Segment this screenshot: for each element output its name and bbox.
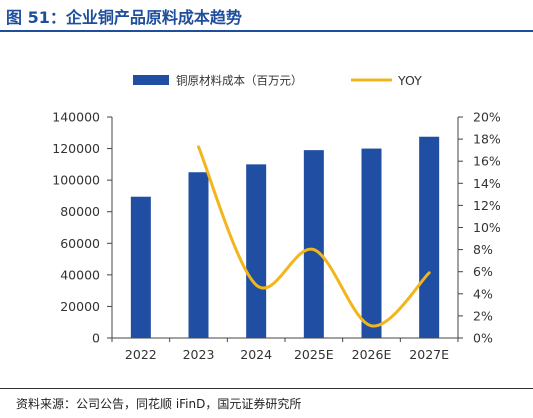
right-tick-label: 14% <box>473 176 501 191</box>
figure-title: 图 51：企业铜产品原料成本趋势 <box>6 8 242 27</box>
right-tick-label: 0% <box>473 331 493 346</box>
line-series <box>197 145 431 328</box>
right-tick-label: 12% <box>473 198 501 213</box>
bar <box>303 150 324 338</box>
bar <box>188 172 209 338</box>
x-tick-label: 2024 <box>240 347 272 362</box>
x-tick-label: 2027E <box>409 347 449 362</box>
x-tick-label: 2023 <box>183 347 215 362</box>
bar <box>361 148 382 338</box>
right-tick-label: 2% <box>473 308 493 323</box>
right-tick-label: 10% <box>473 220 501 235</box>
title-rule <box>0 30 533 32</box>
left-tick-label: 20000 <box>60 299 100 314</box>
left-tick-label: 0 <box>92 331 100 346</box>
axes: 0 20000 40000 60000 80000 100000 120000 140000 0… <box>52 110 501 363</box>
left-tick-label: 120000 <box>52 141 100 156</box>
bar <box>419 136 440 338</box>
left-tick-label: 60000 <box>60 236 100 251</box>
x-tick-label: 2025E <box>294 347 334 362</box>
bar <box>246 164 267 338</box>
right-tick-label: 16% <box>473 154 501 169</box>
legend-label-bar: 铜原材料成本（百万元） <box>176 74 303 88</box>
legend: 铜原材料成本（百万元） YOY <box>133 73 422 88</box>
right-tick-label: 8% <box>473 242 493 257</box>
right-tick-label: 18% <box>473 132 501 147</box>
left-tick-label: 40000 <box>60 267 100 282</box>
bar <box>130 196 151 338</box>
left-tick-label: 80000 <box>60 204 100 219</box>
legend-swatch-bar <box>133 75 169 85</box>
right-tick-label: 20% <box>473 110 501 125</box>
yoy-line <box>197 145 431 328</box>
right-tick-label: 6% <box>473 264 493 279</box>
left-tick-label: 100000 <box>52 173 100 188</box>
legend-label-line: YOY <box>397 73 422 88</box>
source-note: 资料来源：公司公告，同花顺 iFinD，国元证券研究所 <box>16 397 302 411</box>
right-tick-label: 4% <box>473 286 493 301</box>
source-rule <box>0 388 533 389</box>
x-tick-label: 2026E <box>352 347 392 362</box>
left-tick-label: 140000 <box>52 110 100 125</box>
x-tick-label: 2022 <box>125 347 157 362</box>
bar-series <box>130 136 440 338</box>
